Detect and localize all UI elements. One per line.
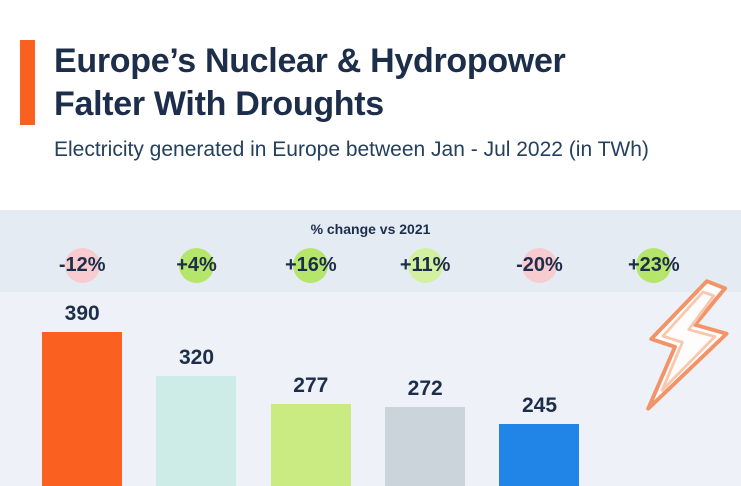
bar [156, 376, 237, 486]
pct-change-value: -20% [516, 253, 563, 276]
infographic-header: Europe’s Nuclear & Hydropower Falter Wit… [0, 0, 741, 210]
title-line-1: Europe’s Nuclear & Hydropower [54, 42, 566, 80]
pct-change-band: % change vs 2021 -12% +4% +16% +11% -20% +23% [0, 210, 741, 292]
positive-change-badge [407, 247, 443, 283]
pct-change-item: +23% [597, 246, 711, 284]
bar-column: 390 [25, 292, 139, 486]
bar-column [597, 292, 711, 486]
negative-change-badge [521, 247, 557, 283]
positive-change-badge [636, 247, 672, 283]
pct-change-value: +4% [176, 253, 217, 276]
chart-columns: 390 320 277 272 245 [0, 292, 741, 486]
bar-chart: 390 320 277 272 245 [0, 292, 741, 486]
bar-value-label: 272 [407, 377, 443, 400]
bar-value-label: 390 [64, 302, 100, 325]
bar-value-label: 277 [293, 374, 329, 397]
accent-bar [20, 40, 35, 125]
pct-change-item: +4% [139, 246, 253, 284]
negative-change-badge [64, 247, 100, 283]
page-subtitle: Electricity generated in Europe between … [54, 138, 649, 161]
pct-band-label: % change vs 2021 [310, 221, 431, 237]
pct-change-value: -12% [58, 253, 106, 276]
bar-value-label: 245 [521, 394, 558, 417]
pct-change-value: +23% [627, 253, 680, 276]
pct-change-value: +11% [399, 253, 451, 276]
bar-column: 272 [368, 292, 482, 486]
title-row: Europe’s Nuclear & Hydropower Falter Wit… [20, 40, 721, 125]
title-line-2: Falter With Droughts [54, 84, 384, 123]
bar-column: 245 [482, 292, 596, 486]
pct-change-item: +11% [368, 246, 482, 284]
bar [499, 424, 580, 486]
bar-column: 277 [254, 292, 368, 486]
pct-row: -12% +4% +16% +11% -20% +23% [0, 246, 741, 284]
page-title: Europe’s Nuclear & Hydropower Falter Wit… [54, 40, 566, 125]
bar-column: 320 [139, 292, 253, 486]
pct-change-item: -12% [25, 246, 139, 284]
positive-change-badge [293, 247, 329, 283]
bar [385, 407, 466, 486]
pct-change-item: +16% [254, 246, 368, 284]
pct-change-item: -20% [482, 246, 596, 284]
bar [42, 332, 123, 486]
bar-value-label: 320 [178, 346, 215, 369]
pct-change-value: +16% [284, 253, 337, 276]
positive-change-badge [178, 247, 214, 283]
bar [270, 404, 351, 486]
